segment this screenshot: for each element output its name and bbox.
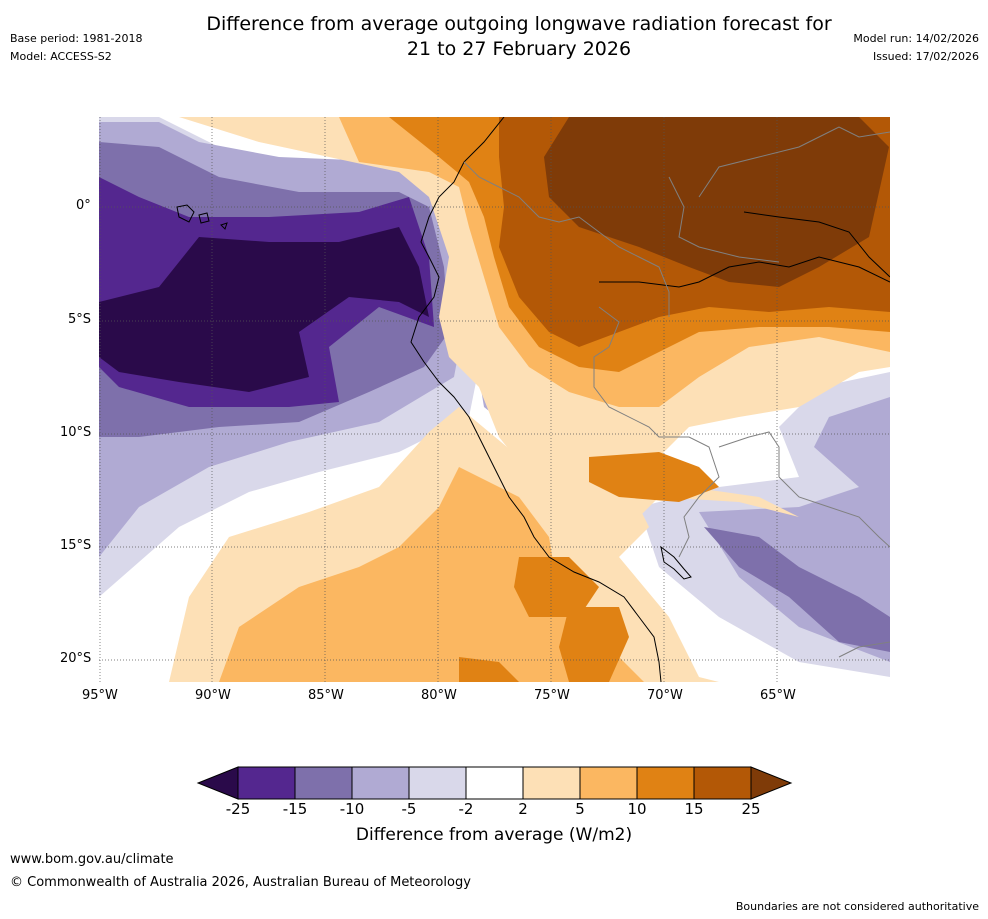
- title-line-1: Difference from average outgoing longwav…: [206, 13, 832, 35]
- colorbar: [196, 766, 793, 800]
- lon-label-80w: 80°W: [421, 688, 457, 703]
- colorbar-tick-4: -2: [458, 800, 474, 818]
- dark-brown-region: [544, 117, 889, 287]
- lon-label-95w: 95°W: [82, 688, 118, 703]
- anomaly-map: [99, 117, 890, 682]
- lat-label-5s: 5°S: [68, 312, 92, 327]
- colorbar-segment-15_25: [693, 766, 752, 800]
- colorbar-segment--2_2: [465, 766, 524, 800]
- lat-label-15s: 15°S: [60, 538, 92, 553]
- colorbar-tick-6: 5: [575, 800, 585, 818]
- lake-titicaca: [660, 545, 692, 580]
- amazon-river: [599, 256, 890, 288]
- border-bolivia-brazil: [718, 431, 890, 548]
- colorbar-extend-high: [750, 766, 793, 800]
- lat-label-20s: 20°S: [60, 651, 92, 666]
- colorbar-label: Difference from average (W/m2): [355, 825, 633, 845]
- issued-date: Issued: 17/02/2026: [872, 50, 979, 63]
- bom-url: www.bom.gov.au/climate: [10, 852, 174, 867]
- copyright: © Commonwealth of Australia 2026, Austra…: [10, 875, 471, 890]
- model-run: Model run: 14/02/2026: [853, 32, 979, 45]
- title-line-2: 21 to 27 February 2026: [406, 38, 632, 60]
- colorbar-tick-8: 15: [684, 800, 704, 818]
- amazon-tributary: [743, 211, 890, 278]
- south-orange-region: [219, 467, 644, 682]
- colorbar-segment--5_-2: [408, 766, 467, 800]
- colorbar-segment--25_-15: [237, 766, 296, 800]
- lat-label-10s: 10°S: [60, 425, 92, 440]
- lat-label-0: 0°: [76, 198, 91, 213]
- colorbar-segment-2_5: [522, 766, 581, 800]
- border-colombia-ecuador-peru: [463, 161, 670, 317]
- central-dark-orange-blob: [589, 452, 719, 502]
- border-north: [698, 126, 890, 198]
- colorbar-segment-10_15: [636, 766, 695, 800]
- lon-label-65w: 65°W: [760, 688, 796, 703]
- colorbar-tick-9: 25: [741, 800, 761, 818]
- colorbar-tick-1: -15: [282, 800, 308, 818]
- base-period: Base period: 1981-2018: [10, 32, 143, 45]
- lon-label-90w: 90°W: [195, 688, 231, 703]
- colorbar-segment--10_-5: [351, 766, 410, 800]
- colorbar-tick-0: -25: [225, 800, 251, 818]
- colorbar-segment--15_-10: [294, 766, 353, 800]
- lon-label-75w: 75°W: [534, 688, 570, 703]
- island-isabela: [176, 204, 195, 223]
- border-south-east: [838, 641, 890, 658]
- model-name: Model: ACCESS-S2: [10, 50, 112, 63]
- colorbar-extend-low: [196, 766, 239, 800]
- island-santa-cruz: [198, 212, 210, 224]
- disclaimer: Boundaries are not considered authoritat…: [735, 900, 979, 913]
- colorbar-tick-3: -5: [401, 800, 417, 818]
- lon-label-85w: 85°W: [308, 688, 344, 703]
- galapagos-islands: [176, 204, 228, 230]
- country-boundaries: [463, 126, 890, 658]
- page-title: Difference from average outgoing longwav…: [0, 12, 988, 62]
- dark-purple-region: [99, 227, 429, 392]
- south-dark-orange-blob-2: [559, 607, 629, 682]
- border-peru-brazil-bolivia: [593, 306, 720, 558]
- graticule: [99, 117, 890, 682]
- map-svg: [99, 117, 890, 682]
- border-colombia-brazil: [668, 176, 780, 263]
- colorbar-tick-2: -10: [339, 800, 365, 818]
- south-dark-orange-blob-3: [459, 657, 519, 682]
- colorbar-tick-5: 2: [518, 800, 528, 818]
- colorbar-segment-5_10: [579, 766, 638, 800]
- island-san-cristobal: [220, 222, 228, 230]
- coastline: [410, 117, 662, 682]
- lon-label-70w: 70°W: [647, 688, 683, 703]
- east-purple-region: [704, 527, 890, 652]
- south-dark-orange-blob: [514, 557, 599, 617]
- colorbar-tick-7: 10: [627, 800, 647, 818]
